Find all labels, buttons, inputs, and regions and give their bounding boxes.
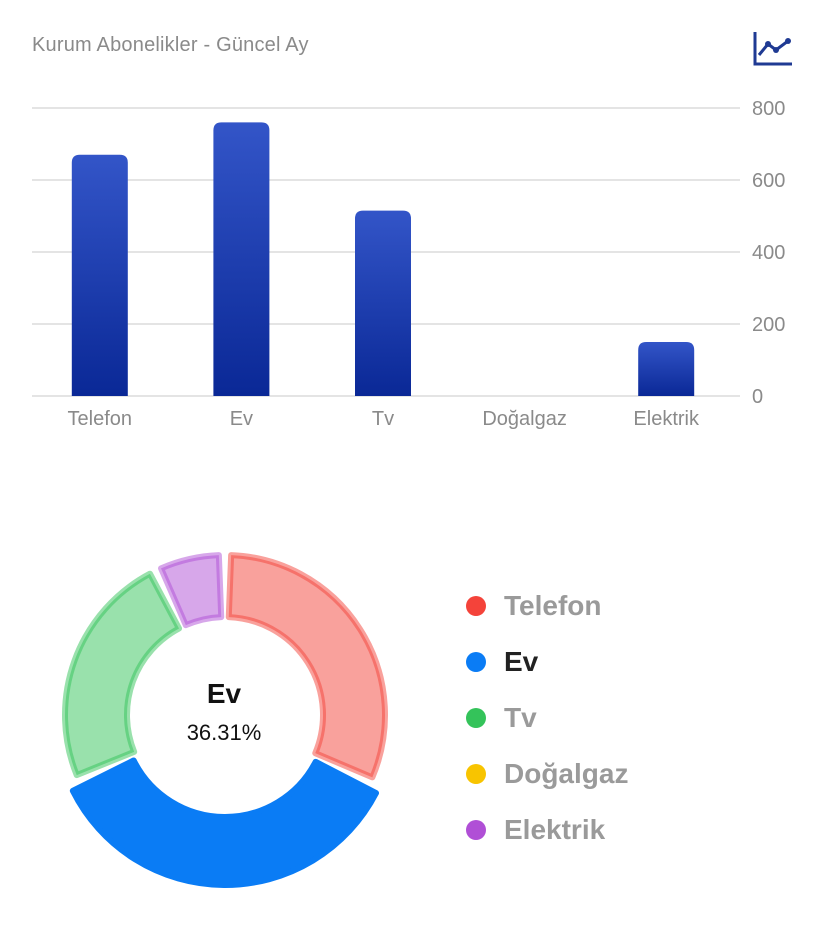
- bar-elektrik[interactable]: [638, 342, 695, 396]
- legend-item[interactable]: Ev: [466, 634, 628, 690]
- legend-label: Doğalgaz: [504, 758, 629, 789]
- legend-item[interactable]: Doğalgaz: [466, 746, 628, 802]
- chart-title: Kurum Abonelikler - Güncel Ay: [32, 34, 309, 56]
- x-tick-label: Elektrik: [633, 408, 700, 430]
- legend-dot: [466, 652, 486, 672]
- y-tick-label: 400: [752, 242, 785, 264]
- legend-label: Ev: [504, 646, 539, 677]
- donut-chart: [62, 552, 388, 888]
- donut-slice-elektrik[interactable]: [158, 552, 225, 629]
- legend-label: Telefon: [504, 590, 602, 621]
- legend-label: Tv: [504, 702, 537, 733]
- legend-item[interactable]: Telefon: [466, 578, 628, 634]
- donut-center-label: Ev: [206, 678, 242, 709]
- legend-item[interactable]: Elektrik: [466, 802, 628, 858]
- y-tick-label: 0: [752, 386, 763, 408]
- x-tick-label: Tv: [372, 408, 394, 430]
- line-chart-icon[interactable]: [752, 30, 794, 68]
- legend-dot: [466, 820, 486, 840]
- bar-tv[interactable]: [355, 210, 411, 396]
- x-tick-label: Ev: [230, 408, 253, 430]
- x-tick-label: Telefon: [68, 408, 133, 430]
- legend-dot: [466, 596, 486, 616]
- legend-dot: [466, 764, 486, 784]
- y-tick-label: 800: [752, 98, 785, 120]
- bar-chart: 0 200 400 600 800 Telefon Ev Tv Doğalgaz Elektrik: [32, 98, 785, 430]
- donut-slice-telefon[interactable]: [225, 552, 388, 781]
- legend-label: Elektrik: [504, 814, 606, 845]
- x-tick-label: Doğalgaz: [482, 408, 567, 430]
- y-tick-label: 600: [752, 170, 785, 192]
- legend-item[interactable]: Tv: [466, 690, 628, 746]
- donut-slice-ev[interactable]: [69, 757, 380, 888]
- bar-ev[interactable]: [213, 122, 270, 397]
- donut-legend: Telefon Ev Tv Doğalgaz Elektrik: [466, 578, 628, 858]
- bar-telefon[interactable]: [71, 154, 128, 396]
- donut-slice-tv[interactable]: [62, 570, 183, 779]
- legend-dot: [466, 708, 486, 728]
- y-tick-label: 200: [752, 314, 785, 336]
- donut-center-percent: 36.31%: [186, 720, 262, 745]
